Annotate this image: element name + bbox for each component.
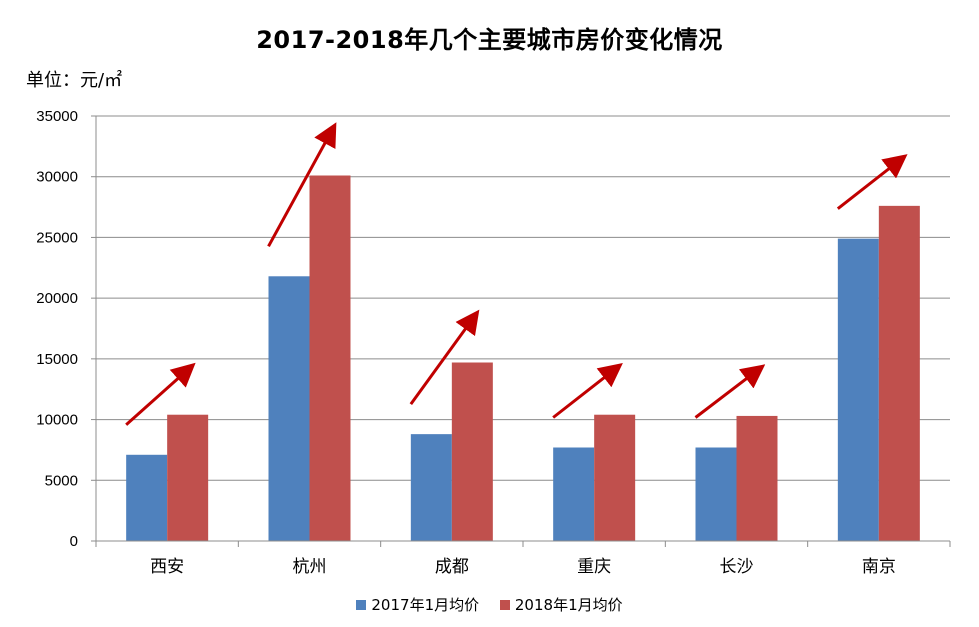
bar-2018 bbox=[451, 362, 493, 541]
legend: 2017年1月均价 2018年1月均价 bbox=[0, 594, 979, 615]
x-category-label: 南京 bbox=[862, 557, 896, 577]
y-tick-label: 0 bbox=[70, 533, 78, 550]
trend-arrow bbox=[267, 122, 337, 248]
bar-2018 bbox=[594, 414, 636, 541]
y-tick-label: 10000 bbox=[36, 412, 78, 429]
trend-arrows bbox=[125, 122, 908, 426]
grid-lines bbox=[96, 115, 950, 481]
y-tick-label: 5000 bbox=[45, 472, 78, 489]
bar-2018 bbox=[167, 414, 209, 541]
bar-2017 bbox=[837, 238, 879, 541]
legend-label-2018: 2018年1月均价 bbox=[514, 596, 623, 614]
x-category-label: 西安 bbox=[150, 557, 184, 577]
bars bbox=[126, 175, 920, 541]
trend-arrow bbox=[694, 364, 766, 419]
x-category-label: 成都 bbox=[435, 557, 469, 577]
y-tick-label: 30000 bbox=[36, 169, 78, 186]
bar-2017 bbox=[268, 276, 310, 541]
bar-2017 bbox=[410, 434, 452, 541]
x-category-label: 杭州 bbox=[293, 557, 327, 577]
bar-2017 bbox=[553, 447, 595, 541]
bar-2018 bbox=[309, 175, 351, 541]
y-tick-label: 15000 bbox=[36, 351, 78, 368]
legend-item-2017: 2017年1月均价 bbox=[356, 594, 479, 615]
chart-title: 2017-2018年几个主要城市房价变化情况 bbox=[256, 26, 723, 54]
trend-arrow bbox=[552, 363, 623, 419]
y-tick-label: 35000 bbox=[36, 108, 78, 125]
trend-arrow bbox=[409, 309, 480, 406]
axes: 0 5000 10000 15000 20000 25000 30000 35000 西安 杭州 成… bbox=[36, 108, 951, 577]
y-tick-label: 25000 bbox=[36, 229, 78, 246]
trend-arrow bbox=[125, 362, 196, 426]
trend-arrow bbox=[836, 154, 908, 210]
legend-swatch-2018 bbox=[499, 600, 510, 610]
bar-2017 bbox=[126, 454, 168, 541]
x-category-label: 长沙 bbox=[720, 557, 754, 577]
bar-2018 bbox=[736, 415, 778, 541]
legend-swatch-2017 bbox=[356, 600, 367, 610]
bar-2017 bbox=[695, 447, 737, 541]
unit-label: 单位：元/㎡ bbox=[26, 70, 123, 91]
bar-2018 bbox=[878, 205, 920, 541]
y-tick-label: 20000 bbox=[36, 290, 78, 307]
legend-label-2017: 2017年1月均价 bbox=[371, 596, 480, 614]
legend-item-2018: 2018年1月均价 bbox=[499, 594, 623, 615]
x-category-label: 重庆 bbox=[577, 557, 611, 577]
